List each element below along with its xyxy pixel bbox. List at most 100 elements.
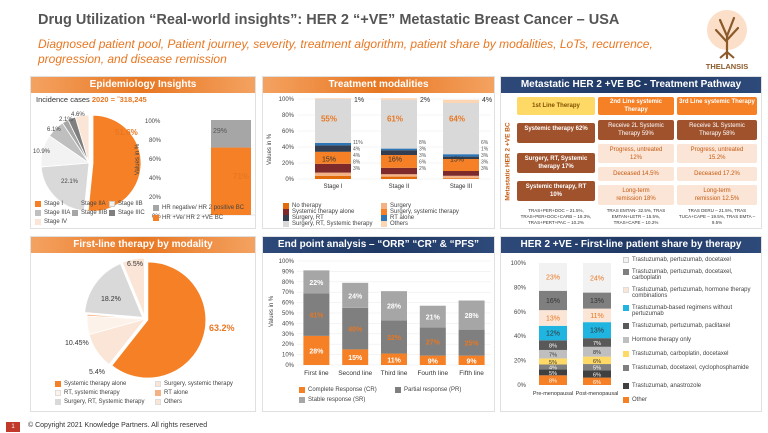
pie-slice-stage-iv <box>74 114 90 164</box>
legend-fl-surgery-systemic: Surgery, systemic therapy <box>155 381 233 387</box>
tm-label-mid: 15% <box>322 156 336 163</box>
ep-tick-label: 80% <box>282 280 295 286</box>
legend-fl-systemic: Systemic therapy alone <box>55 381 126 387</box>
legend-fl-rt-alone: RT alone <box>155 390 188 396</box>
tm-seg-5 <box>315 143 351 146</box>
sh-tick-label: 60% <box>514 310 527 316</box>
legend-surgery: Surgery <box>381 203 411 209</box>
ep-seg-2 <box>303 270 330 294</box>
legend-stage-iiia: Stage IIIA <box>35 210 70 216</box>
tm-label-small: 3% <box>481 153 489 159</box>
share-bars: 8%5%4%5%7%8%12%13%16%23%Pre-menopausal6%… <box>533 263 618 397</box>
sh-seg-3 <box>583 356 611 365</box>
tm-seg-2 <box>443 171 479 176</box>
ep-seg-0 <box>342 349 369 365</box>
tm-tick-label: 100% <box>279 97 295 103</box>
tm-seg-6 <box>315 99 351 143</box>
pathway-3l-remission: Long-term remission 12.5% <box>677 185 757 205</box>
patient-share-panel: HER 2 +VE - First-line patient share by … <box>500 236 762 412</box>
ep-value-label: 40% <box>348 327 363 334</box>
endpoint-bars: 28% 41% 22% First line 15% 40% 24% Second line 1… <box>303 270 485 377</box>
tm-label-small: 3% <box>481 159 489 165</box>
bar-tick-80: 80% <box>149 138 162 144</box>
sh-seg-2 <box>583 364 611 371</box>
tm-label-mid: 15% <box>450 156 464 163</box>
tm-seg-4 <box>381 150 417 155</box>
tm-seg-5 <box>443 154 479 157</box>
legend-others: Others <box>381 221 408 227</box>
ep-tick-label: 70% <box>282 290 295 296</box>
ep-value-label: 25% <box>465 341 480 348</box>
bar-legend: HR negative/ HR 2 positive BC HR +Ve/ HR… <box>153 205 257 227</box>
legend-no-therapy: No therapy <box>283 203 321 209</box>
pathway-note-1l: TRAS+PER+DOC – 21.5%, TRAS+PER+DOC+CARB … <box>520 208 592 225</box>
ep-tick-label: 10% <box>282 353 295 359</box>
endpoint-chart: Values in % 100% 90% 80% 70% 60% 50% 40% 30% 20%… <box>269 259 491 377</box>
fl-label-others: 6.5% <box>127 261 143 268</box>
sh-seg-8 <box>583 292 611 309</box>
sh-seg-7 <box>583 308 611 323</box>
tm-seg-0 <box>315 175 351 179</box>
tm-label-small: 8% <box>419 140 427 146</box>
hr-stack-bar <box>169 120 255 216</box>
tm-seg-6 <box>381 99 417 149</box>
fl-label-rt-systemic: 5.4% <box>89 369 105 376</box>
sh-seg-3 <box>539 358 567 365</box>
ep-tick-label: 60% <box>282 301 295 307</box>
pathway-3l-progress: Progress, untreated 15.2% <box>677 144 757 163</box>
sh-value-label: 4% <box>549 365 557 371</box>
pie-label-stage-iib: 10.9% <box>33 149 51 155</box>
firstline-modality-panel: First-line therapy by modality 63.2% 10.… <box>30 236 256 412</box>
pathway-1l-surgery-rt-systemic: Surgery, RT, Systemic therapy 17% <box>517 153 595 173</box>
logo-wordmark: THELANSIS <box>705 62 749 71</box>
pie-label-stage-iv: 4.6% <box>71 112 85 118</box>
bar-label-hr-positive: 71% <box>233 172 249 181</box>
ep-value-label: 22% <box>309 280 324 287</box>
sh-value-label: 23% <box>546 274 560 281</box>
fl-slice-surgery-rt-systemic-therapy <box>84 263 144 318</box>
ep-value-label: 21% <box>426 315 441 322</box>
pathway-side-label-wrap: Metastatic HER 2 +VE BC <box>501 95 515 228</box>
bar-label-hr-negative: 29% <box>213 128 227 135</box>
incidence-line: Incidence cases 2020 = ˜318,245 <box>36 95 147 104</box>
ep-seg-0 <box>303 335 330 365</box>
tm-label-big: 55% <box>321 114 337 123</box>
epidemiology-title: Epidemiology Insights <box>31 77 255 93</box>
fl-slice-others <box>121 257 145 317</box>
tm-tick-label: 40% <box>282 145 295 151</box>
sh-seg-6 <box>583 322 611 339</box>
tm-tick-label: 80% <box>282 113 295 119</box>
tm-seg-2 <box>315 163 351 173</box>
tm-label-top: 2% <box>420 97 430 104</box>
ep-cat-label: Third line <box>381 370 408 377</box>
tm-seg-4 <box>443 156 479 159</box>
ep-seg-2 <box>458 300 485 330</box>
sh-tick-label: 20% <box>514 359 527 365</box>
tm-label-top: 4% <box>482 97 492 104</box>
pathway-head-3l: 3rd Line systemic Therapy <box>677 97 757 115</box>
sh-value-label: 5% <box>549 371 557 377</box>
sh-value-label: 5% <box>549 360 557 366</box>
ep-value-label: 28% <box>387 304 402 311</box>
bar-hr-positive <box>211 147 251 215</box>
bar-tick-20: 20% <box>149 195 162 201</box>
legend-sh-1: Trastuzumab, pertuzumab, docetaxel, carb… <box>623 269 761 281</box>
tm-seg-5 <box>381 148 417 151</box>
legend-sh-0: Trastuzumab, pertuzumab, docetaxel <box>623 257 731 263</box>
ep-value-label: 15% <box>348 355 363 362</box>
ep-value-label: 9% <box>428 358 439 365</box>
share-title: HER 2 +VE - First-line patient share by … <box>501 237 761 253</box>
legend-cr: Complete Response (CR) <box>299 387 377 393</box>
legend-surgery-systemic: Surgery, systemic therapy <box>381 209 459 215</box>
treatment-axis-label: Values in % <box>267 133 273 165</box>
tm-seg-7 <box>443 99 479 103</box>
ep-tick-label: 100% <box>279 259 295 265</box>
tm-tick-label: 60% <box>282 129 295 135</box>
treatment-legend: No therapy Surgery Systemic therapy alon… <box>283 203 493 229</box>
endpoint-axis-label: Values in % <box>269 295 275 327</box>
pathway-head-2l: 2nd Line systemic Therapy <box>598 97 674 115</box>
ep-tick-label: 40% <box>282 321 295 327</box>
bar-tick-40: 40% <box>149 176 162 182</box>
legend-fl-rt-systemic: RT, systemic therapy <box>55 390 120 396</box>
pathway-1l-systemic: Systemic therapy 62% <box>517 123 595 143</box>
